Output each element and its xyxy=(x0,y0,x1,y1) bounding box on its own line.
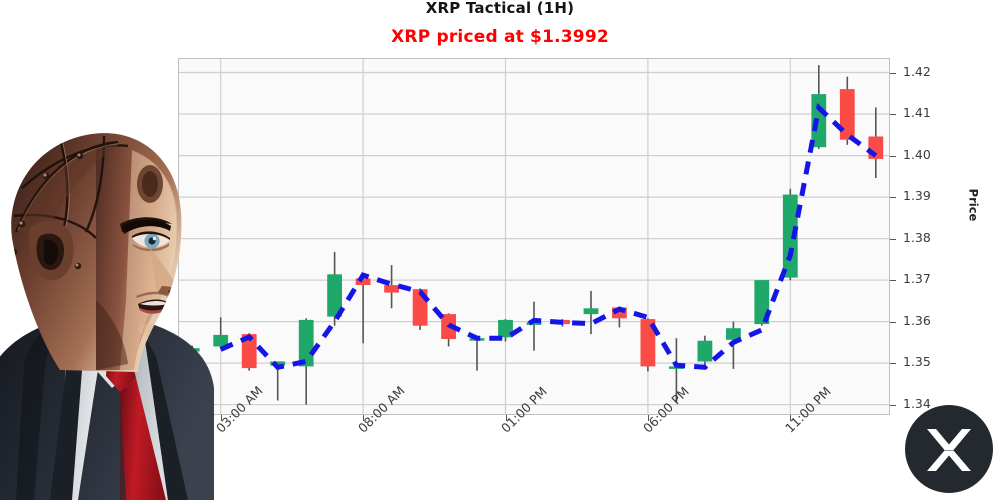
android-analyst-figure xyxy=(0,133,214,500)
y-axis-title: Price xyxy=(966,188,981,222)
candlestick-plot-area xyxy=(178,58,890,415)
y-tick-mark xyxy=(890,363,896,365)
candle-body xyxy=(583,308,599,315)
y-tick-mark xyxy=(890,114,896,116)
candle-body xyxy=(612,307,627,319)
candle-body xyxy=(697,340,713,362)
y-tick-label: 1.38 xyxy=(903,229,931,245)
y-tick-label: 1.39 xyxy=(903,188,931,204)
y-tick-mark xyxy=(890,197,896,199)
candle-body xyxy=(355,278,371,285)
candle-body xyxy=(726,328,741,340)
candle-body xyxy=(839,89,855,140)
android-head xyxy=(11,133,182,372)
y-tick-label: 1.42 xyxy=(903,63,931,79)
candle-body xyxy=(640,319,656,367)
y-tick-mark xyxy=(890,238,896,240)
y-tick-mark xyxy=(890,404,896,406)
y-tick-label: 1.41 xyxy=(903,105,931,121)
candle-body xyxy=(213,334,229,347)
candle-body xyxy=(782,194,798,278)
y-tick-label: 1.34 xyxy=(903,395,931,411)
candle-body xyxy=(241,334,257,369)
candlestick-svg xyxy=(178,58,890,415)
plot-background xyxy=(178,58,890,415)
x-tick-mark xyxy=(220,415,222,421)
chart-subtitle-price: XRP priced at $1.3992 xyxy=(391,27,609,47)
y-tick-label: 1.36 xyxy=(903,312,931,328)
candle-body xyxy=(327,274,342,317)
x-tick-mark xyxy=(790,415,792,421)
y-tick-mark xyxy=(890,321,896,323)
y-tick-label: 1.37 xyxy=(903,271,931,287)
trend-polyline xyxy=(219,102,878,371)
xrp-logo xyxy=(905,405,993,493)
candle-body xyxy=(384,285,399,293)
y-tick-label: 1.35 xyxy=(903,354,931,370)
y-tick-mark xyxy=(890,155,896,157)
candle-body xyxy=(270,361,286,366)
chart-title: XRP Tactical (1H) xyxy=(425,0,575,17)
x-tick-mark xyxy=(363,415,365,421)
y-tick-mark xyxy=(890,72,896,74)
candle-body xyxy=(754,280,770,325)
trend-line xyxy=(219,102,878,371)
candle-body xyxy=(526,322,542,325)
x-tick-mark xyxy=(647,415,649,421)
candle-body xyxy=(298,319,314,367)
x-tick-mark xyxy=(505,415,507,421)
y-tick-label: 1.40 xyxy=(903,146,931,162)
y-tick-mark xyxy=(890,280,896,282)
